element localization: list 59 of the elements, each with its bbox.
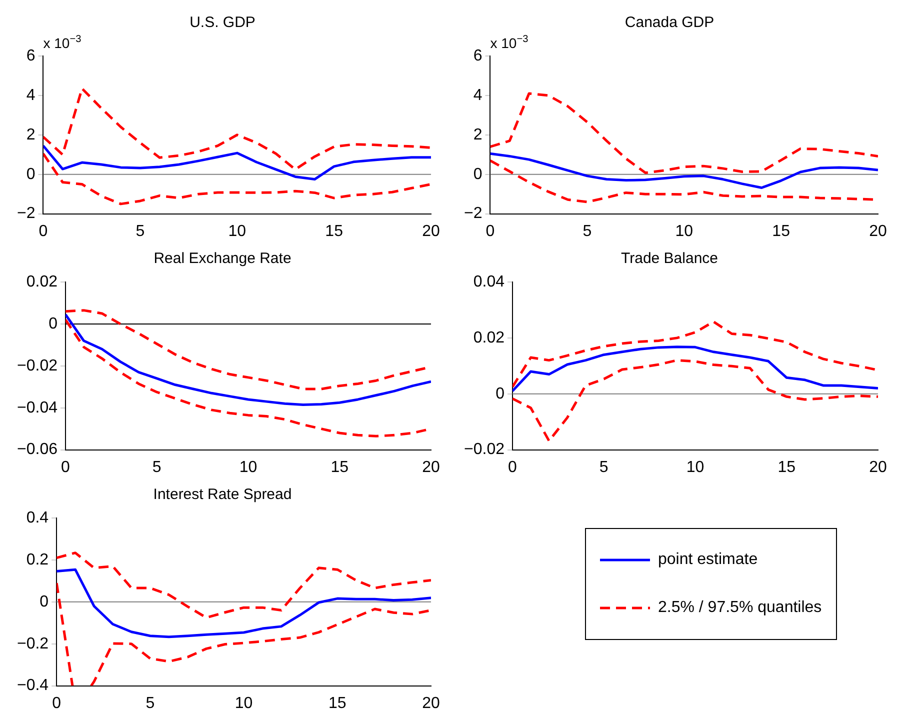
y-tick-label: 4 [473, 86, 482, 104]
y-tick-label: 0 [473, 166, 482, 183]
y-tick-label: −0.06 [17, 441, 58, 458]
x-tick-label: 0 [508, 458, 518, 476]
y-tick-label: 4 [26, 86, 36, 104]
y-tick-label: −0.04 [17, 399, 58, 416]
y-tick-label: −2 [464, 205, 482, 222]
x-tick-label: 5 [599, 458, 608, 476]
x-tick-label: 20 [869, 222, 887, 240]
y-tick-label: 0.2 [26, 551, 49, 568]
x-tick-label: 10 [686, 458, 704, 476]
y-tick-label: −0.02 [17, 357, 58, 374]
y-tick-label: 6 [26, 47, 36, 64]
chart-title: U.S. GDP [190, 14, 256, 32]
line-series [512, 359, 878, 442]
y-tick-label: 0 [496, 385, 505, 402]
y-tick-label: 0.04 [473, 273, 505, 290]
y-tick-label: 0 [40, 593, 49, 610]
y-tick-label: 2 [473, 126, 482, 144]
y-tick-label: 0.4 [26, 509, 49, 526]
legend-label: point estimate [658, 551, 758, 569]
x-tick-label: 5 [136, 222, 145, 240]
chart-title: Trade Balance [620, 250, 718, 268]
line-series [43, 87, 431, 171]
x-tick-label: 20 [422, 694, 440, 712]
y-tick-label: 2 [26, 126, 36, 144]
y-tick-label: −0.4 [16, 677, 49, 694]
y-tick-label: −0.02 [464, 441, 505, 458]
x-tick-label: 10 [228, 222, 246, 240]
x-tick-label: 5 [152, 458, 162, 476]
x-tick-label: 10 [234, 694, 253, 712]
x-tick-label: 5 [582, 222, 592, 240]
line-series [490, 92, 878, 174]
x-tick-label: 15 [325, 222, 344, 240]
line-series [512, 320, 878, 388]
y-tick-label: 6 [473, 47, 482, 64]
x-tick-label: 10 [675, 222, 694, 240]
x-tick-label: 15 [328, 694, 346, 712]
chart-title: Interest Rate Spread [153, 486, 292, 504]
y-tick-label: 0 [26, 166, 36, 183]
x-tick-label: 5 [146, 694, 155, 712]
x-tick-label: 15 [330, 458, 349, 476]
y-tick-label: −2 [16, 205, 36, 222]
x-tick-label: 0 [61, 458, 70, 476]
y-tick-label: 0.02 [473, 329, 505, 346]
x-tick-label: 20 [869, 458, 887, 476]
y-tick-label: 0.02 [26, 273, 58, 290]
y-tick-label: −0.2 [16, 635, 49, 652]
x-tick-label: 20 [422, 458, 440, 476]
line-series [43, 152, 431, 206]
x-tick-label: 10 [239, 458, 258, 476]
legend-label: 2.5% / 97.5% quantiles [658, 599, 822, 617]
x-tick-label: 20 [422, 222, 440, 240]
chart-title: Real Exchange Rate [154, 250, 292, 268]
line-series [56, 552, 431, 619]
chart-title: Canada GDP [624, 14, 714, 32]
x-tick-label: 15 [778, 458, 796, 476]
y-tick-label: 0 [48, 315, 58, 332]
x-tick-label: 15 [772, 222, 790, 240]
